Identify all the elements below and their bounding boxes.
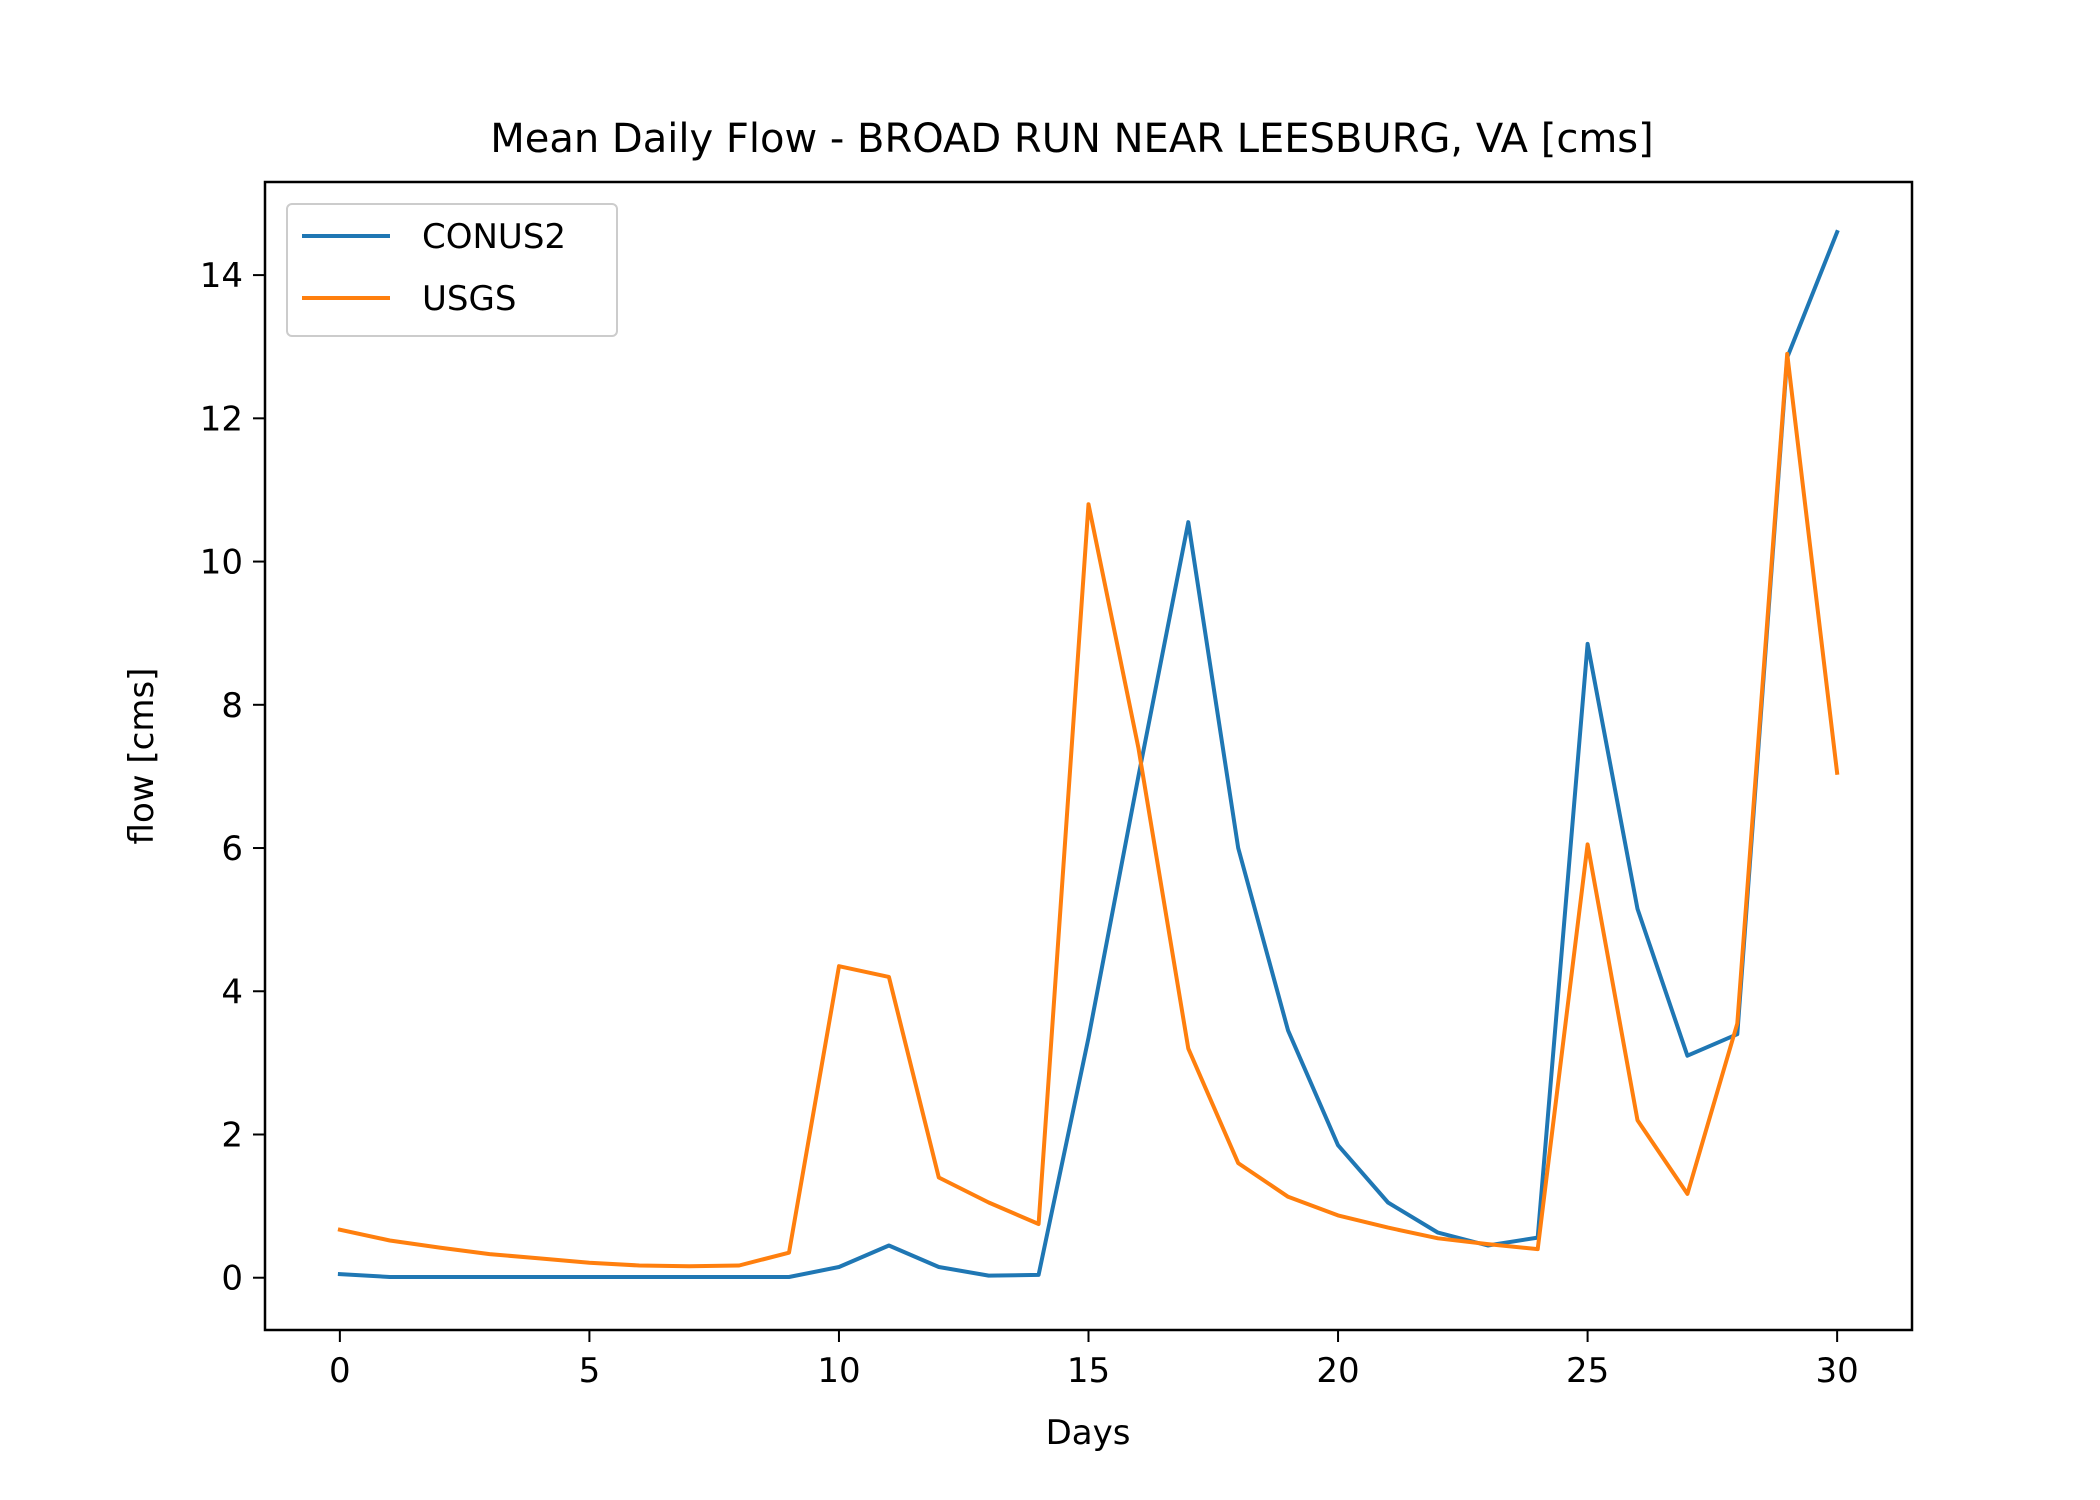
series-line-conus2 (337, 229, 1840, 1279)
y-tick-label: 6 (221, 829, 243, 869)
legend: CONUS2 USGS (286, 203, 618, 337)
plot-area (337, 229, 1840, 1279)
y-tick-label: 2 (221, 1115, 243, 1155)
chart-title: Mean Daily Flow - BROAD RUN NEAR LEESBUR… (490, 116, 1654, 162)
x-tick-label: 20 (1316, 1351, 1359, 1391)
y-axis-label: flow [cms] (122, 668, 162, 845)
x-tick-label: 10 (817, 1351, 860, 1391)
y-tick-label: 8 (221, 686, 243, 726)
x-axis-label: Days (1046, 1413, 1131, 1453)
x-axis: 0 5 10 15 20 25 30 (329, 1330, 1859, 1391)
series-line-usgs (337, 351, 1840, 1269)
y-tick-label: 4 (221, 972, 243, 1012)
y-tick-label: 10 (200, 543, 243, 583)
x-tick-label: 15 (1067, 1351, 1110, 1391)
x-tick-label: 5 (579, 1351, 601, 1391)
y-tick-label: 14 (200, 256, 243, 296)
x-tick-label: 25 (1566, 1351, 1609, 1391)
y-axis: 0 2 4 6 8 10 12 14 (200, 256, 265, 1299)
legend-label: USGS (422, 279, 516, 319)
x-tick-label: 30 (1816, 1351, 1859, 1391)
y-tick-label: 12 (200, 399, 243, 439)
x-tick-label: 0 (329, 1351, 351, 1391)
legend-label: CONUS2 (422, 217, 566, 257)
y-tick-label: 0 (221, 1259, 243, 1299)
